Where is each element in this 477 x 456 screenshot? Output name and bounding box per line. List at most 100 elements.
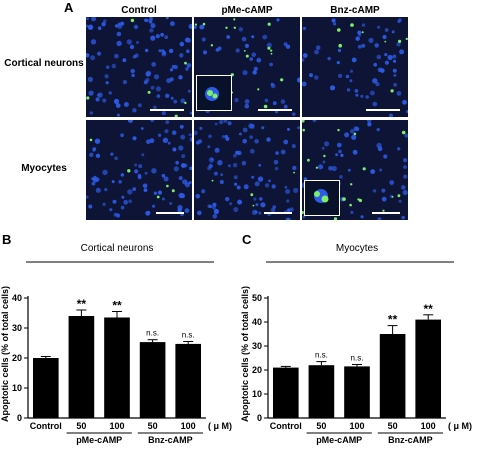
apoptotic-dot xyxy=(252,204,255,207)
panel-a-label: A xyxy=(64,0,74,15)
apoptotic-dot xyxy=(361,31,364,34)
nucleus-dot xyxy=(322,160,326,164)
bar xyxy=(104,317,130,418)
y-axis-label: Apoptotic cells (% of total cells) xyxy=(0,286,10,422)
significance-label: n.s. xyxy=(351,353,364,362)
nucleus-dot xyxy=(249,57,253,61)
nucleus-dot xyxy=(90,39,97,45)
nucleus-dot xyxy=(254,181,260,187)
nucleus-dot xyxy=(225,136,230,141)
nucleus-dot xyxy=(92,148,96,152)
nucleus-dot xyxy=(95,187,101,193)
nucleus-dot xyxy=(217,46,222,51)
nucleus-dot xyxy=(284,185,288,189)
nucleus-dot xyxy=(340,153,344,157)
nucleus-dot xyxy=(384,28,389,32)
apoptotic-dot xyxy=(390,89,394,93)
nucleus-dot xyxy=(102,169,108,176)
nucleus-dot xyxy=(91,17,97,22)
nucleus-dot xyxy=(219,180,224,184)
nucleus-dot xyxy=(358,33,362,37)
scale-bar xyxy=(156,212,184,214)
nucleus-dot xyxy=(355,93,359,97)
nucleus-dot xyxy=(234,182,238,186)
nucleus-dot xyxy=(302,81,307,87)
nucleus-dot xyxy=(289,207,294,212)
nucleus-dot xyxy=(275,151,279,155)
nucleus-dot xyxy=(379,168,383,172)
nucleus-dot xyxy=(403,165,407,169)
nucleus-dot xyxy=(350,210,354,214)
nucleus-dot xyxy=(95,97,100,102)
nucleus-dot xyxy=(221,135,225,139)
apoptotic-dot xyxy=(184,101,187,105)
nucleus-dot xyxy=(175,160,179,165)
significance-label: ** xyxy=(424,302,434,316)
apoptotic-dot xyxy=(280,78,284,82)
nucleus-dot xyxy=(232,163,238,168)
y-tick-label: 20 xyxy=(252,365,262,375)
nucleus-dot xyxy=(145,71,151,77)
nucleus-dot xyxy=(256,57,262,63)
nucleus-dot xyxy=(184,208,190,214)
significance-label: ** xyxy=(388,313,398,327)
category-label: 100 xyxy=(181,421,196,431)
scale-bar xyxy=(150,109,184,111)
nucleus-dot xyxy=(131,73,135,78)
nucleus-dot xyxy=(178,192,184,199)
nucleus-dot xyxy=(393,73,397,77)
nucleus-dot xyxy=(312,120,317,122)
y-tick-label: 20 xyxy=(12,353,22,363)
nucleus-dot xyxy=(244,43,249,48)
nucleus-dot xyxy=(114,53,119,59)
nucleus-dot xyxy=(254,139,259,144)
nucleus-dot xyxy=(296,77,300,83)
nucleus-dot xyxy=(165,17,169,20)
nucleus-dot xyxy=(171,130,177,135)
apoptotic-dot xyxy=(130,18,135,23)
nucleus-dot xyxy=(368,37,374,43)
nucleus-dot xyxy=(233,153,237,158)
nucleus-dot xyxy=(380,68,385,73)
nucleus-dot xyxy=(201,189,206,194)
apoptotic-dot xyxy=(225,26,228,29)
nucleus-dot xyxy=(384,53,388,57)
nucleus-dot xyxy=(302,53,308,58)
nucleus-dot xyxy=(404,133,408,138)
nucleus-dot xyxy=(169,77,174,82)
nucleus-dot xyxy=(233,207,239,213)
nucleus-dot xyxy=(251,35,255,39)
nucleus-dot xyxy=(161,173,166,178)
nucleus-dot xyxy=(123,102,129,107)
nucleus-dot xyxy=(321,146,325,150)
nucleus-dot xyxy=(89,152,94,157)
nucleus-dot xyxy=(134,163,138,167)
apoptotic-dot xyxy=(391,196,394,198)
inset-zoom xyxy=(196,75,232,111)
apoptotic-dot xyxy=(323,154,326,158)
nucleus-dot xyxy=(309,73,313,78)
nucleus-dot xyxy=(389,113,393,117)
nucleus-dot xyxy=(244,103,250,109)
nucleus-dot xyxy=(149,28,154,33)
nucleus-dot xyxy=(285,189,291,194)
y-tick-label: 10 xyxy=(12,383,22,393)
apoptotic-dot xyxy=(302,128,305,132)
nucleus-dot xyxy=(271,184,276,189)
micrograph-myocytes-bnz-camp xyxy=(302,120,408,220)
nucleus-dot xyxy=(314,75,319,80)
nucleus-dot xyxy=(241,160,247,166)
nucleus-dot xyxy=(360,94,364,98)
nucleus-dot xyxy=(360,215,364,219)
nucleus-dot xyxy=(127,189,133,195)
nucleus-dot xyxy=(153,74,160,80)
nucleus-dot xyxy=(225,196,230,202)
nucleus-dot xyxy=(137,173,142,178)
nucleus-dot xyxy=(152,204,156,208)
nucleus-dot xyxy=(144,48,149,53)
nucleus-dot xyxy=(401,215,405,220)
nucleus-dot xyxy=(164,129,169,134)
significance-label: n.s. xyxy=(182,331,195,340)
nucleus-dot xyxy=(242,70,248,76)
apoptotic-dot xyxy=(245,54,249,58)
